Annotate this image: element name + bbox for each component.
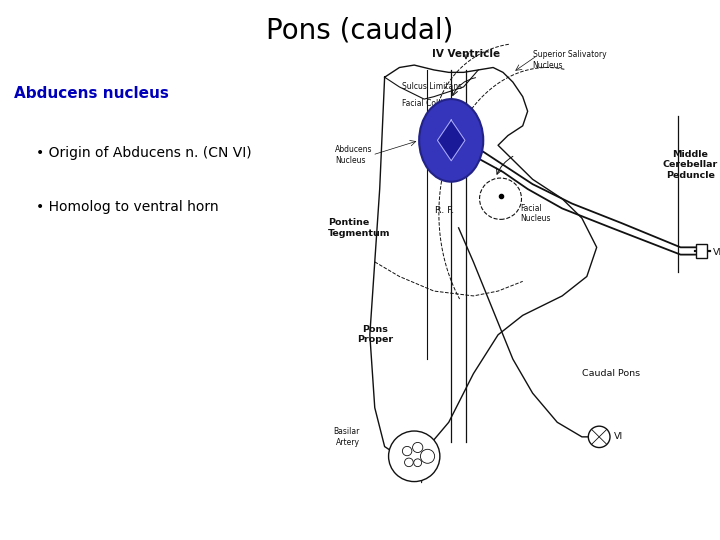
Circle shape [389, 431, 440, 482]
Text: Pons
Proper: Pons Proper [356, 325, 393, 345]
Text: Sulcus Limitans: Sulcus Limitans [402, 82, 462, 91]
Text: • Homolog to ventral horn: • Homolog to ventral horn [36, 200, 219, 214]
Circle shape [420, 449, 435, 463]
Text: Pons (caudal): Pons (caudal) [266, 16, 454, 44]
Circle shape [405, 458, 413, 467]
Text: Caudal Pons: Caudal Pons [582, 369, 641, 378]
Text: VI: VI [614, 433, 624, 441]
Text: Facial Colliculus: Facial Colliculus [402, 99, 463, 108]
Text: VII: VII [713, 248, 720, 256]
Text: Pontine
Tegmentum: Pontine Tegmentum [328, 218, 390, 238]
Text: Superior Salivatory
Nucleus: Superior Salivatory Nucleus [533, 51, 606, 70]
Text: • Origin of Abducens n. (CN VI): • Origin of Abducens n. (CN VI) [36, 146, 251, 160]
Text: R. F.: R. F. [435, 206, 454, 215]
Ellipse shape [480, 178, 521, 219]
Polygon shape [437, 120, 465, 161]
Text: IV Ventricle: IV Ventricle [432, 49, 500, 59]
Circle shape [402, 447, 412, 456]
Text: Facial
Nucleus: Facial Nucleus [521, 204, 551, 223]
Circle shape [588, 426, 610, 448]
Text: Middle
Cerebellar
Peduncle: Middle Cerebellar Peduncle [663, 150, 718, 180]
Text: Abducens nucleus: Abducens nucleus [14, 86, 169, 102]
Ellipse shape [419, 99, 483, 181]
Circle shape [414, 459, 422, 467]
Text: Abducens
Nucleus: Abducens Nucleus [336, 145, 373, 165]
Circle shape [413, 442, 423, 453]
FancyBboxPatch shape [696, 245, 707, 258]
Text: Basilar
Artery: Basilar Artery [333, 427, 360, 447]
